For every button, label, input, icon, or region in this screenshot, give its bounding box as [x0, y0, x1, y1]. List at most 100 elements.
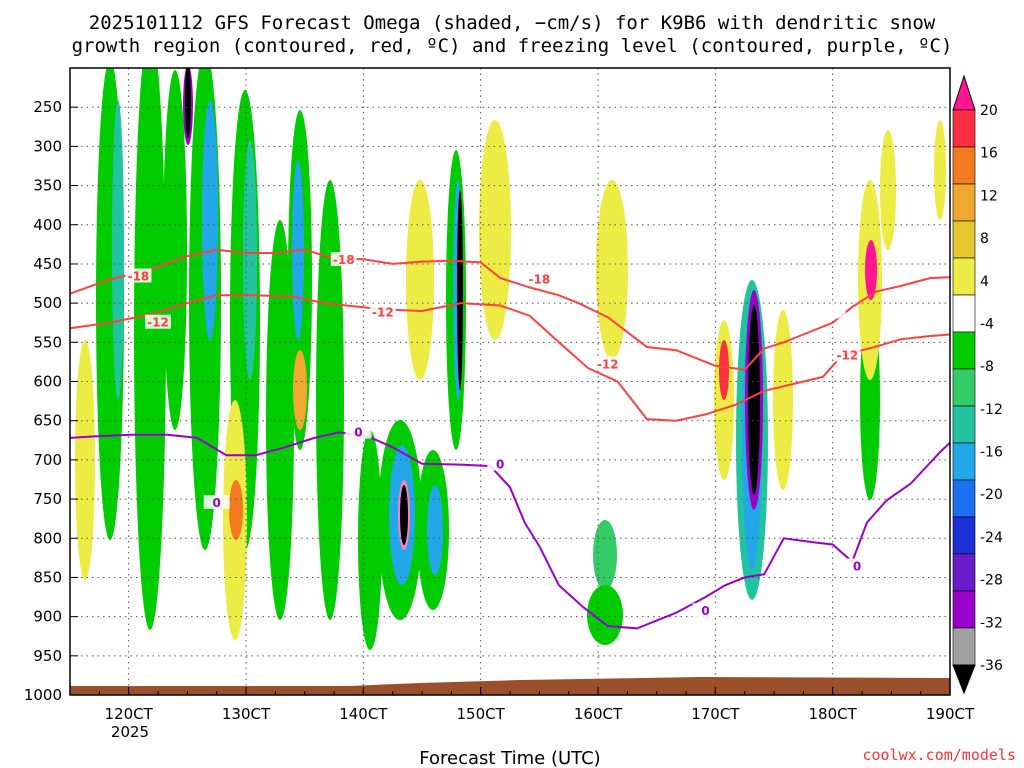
colorbar-segment: [952, 479, 976, 518]
colorbar-segment: [952, 294, 976, 333]
contour-label-bg: [692, 603, 719, 618]
omega-sinking-area: [773, 310, 793, 490]
omega-strong-core: [457, 190, 463, 390]
minus12-contour-label: -12: [372, 306, 394, 320]
credit-text: coolwx.com/models: [862, 746, 1016, 764]
x-axis-title: Forecast Time (UTC): [419, 748, 600, 768]
colorbar-segment: [952, 257, 976, 296]
colorbar-segment: [952, 183, 976, 222]
x-tick-label: 130CT: [222, 705, 271, 723]
plot-frame: [69, 67, 951, 696]
y-tick-label: 350: [33, 177, 62, 195]
contour-lines: [70, 248, 950, 630]
ground-surface: [70, 677, 950, 695]
omega-rising-area: [112, 100, 124, 400]
omega-sinking-area: [880, 130, 896, 250]
x-tick-label: 160CT: [574, 705, 623, 723]
x-tick-label: 170CT: [691, 705, 740, 723]
contour-label-bg: [487, 456, 514, 471]
colorbar-tick-label: -36: [980, 658, 1003, 674]
chart-title-line-1: 2025101112 GFS Forecast Omega (shaded, −…: [89, 12, 936, 34]
x-tick-label: 140CT: [339, 705, 388, 723]
contour-label-bg: [369, 304, 396, 319]
colorbar-segment: [952, 627, 976, 666]
minus12-contour-label: -12: [836, 349, 858, 363]
y-tick-label: 1000: [24, 686, 62, 704]
omega-rising-area: [427, 485, 443, 575]
omega-rising-area: [243, 140, 257, 380]
omega-strong-core: [185, 68, 191, 138]
colorbar-tick-label: 8: [980, 231, 989, 247]
colorbar-segment: [952, 516, 976, 555]
contour-label-bg: [203, 494, 230, 509]
colorbar-tick-label: -8: [980, 359, 994, 375]
omega-sinking-area: [75, 340, 95, 580]
omega-strong-core: [748, 305, 760, 495]
omega-shading: [75, 68, 946, 650]
colorbar-segment: [952, 146, 976, 185]
freezing-level-contour-label: 0: [212, 496, 220, 510]
y-tick-label: 650: [33, 412, 62, 430]
x-tick-label: 180CT: [809, 705, 858, 723]
y-tick-label: 950: [33, 647, 62, 665]
minus12-contour: [70, 294, 950, 422]
contour-label-bg: [526, 271, 553, 286]
omega-strong-core: [400, 485, 408, 545]
colorbar-legend: 20 16 12 8 4 -4 -8 -12 -16 -20 -24 -28 -32 -36: [952, 74, 1003, 695]
colorbar-segment: [952, 109, 976, 148]
colorbar-tick-label: 16: [980, 146, 998, 162]
x-tick-label: 150CT: [457, 705, 506, 723]
chart-title-line-2: growth region (contoured, red, ºC) and f…: [72, 35, 953, 57]
omega-sinking-area: [229, 480, 243, 540]
omega-sinking-area: [406, 180, 434, 380]
y-tick-label: 400: [33, 216, 62, 234]
freezing-level-contour-label: 0: [853, 559, 861, 573]
minus12-contour-label: -12: [597, 357, 619, 371]
omega-rising-area: [587, 585, 623, 645]
colorbar-segment: [952, 590, 976, 629]
y-tick-label: 300: [33, 137, 62, 155]
minus18-contour: [70, 248, 950, 371]
y-axis: 250 300 350 400 450 500 550 600 650 700 750 800 850 9…: [24, 98, 78, 704]
colorbar-bottom-arrow: [952, 664, 976, 695]
omega-sinking-area: [719, 340, 729, 400]
minus12-contour-label: -12: [147, 316, 169, 330]
x-tick-label: 190CT: [926, 705, 975, 723]
contour-label-bg: [345, 424, 372, 439]
omega-rising-area: [593, 520, 617, 590]
freezing-level-contour-label: 0: [701, 604, 709, 618]
y-tick-label: 800: [33, 529, 62, 547]
y-tick-label: 850: [33, 568, 62, 586]
colorbar-tick-label: -24: [980, 530, 1003, 546]
contour-label-bg: [834, 347, 861, 362]
omega-rising-area: [163, 70, 187, 430]
contour-label-bg: [819, 304, 846, 319]
minus18-contour-label: -18: [333, 253, 355, 267]
y-tick-label: 500: [33, 294, 62, 312]
colorbar-tick-label: -20: [980, 487, 1003, 503]
omega-sinking-area: [865, 240, 877, 300]
contour-label-bg: [594, 356, 621, 371]
omega-rising-area: [134, 68, 166, 630]
omega-rising-area: [202, 100, 218, 340]
freezing-level-contour-label: 0: [496, 458, 504, 472]
omega-sinking-area: [293, 350, 307, 430]
x-axis: 120CT 130CT 140CT 150CT 160CT 170CT 180CT 190CT: [69, 687, 975, 723]
x-tick-label: 120CT: [105, 705, 154, 723]
colorbar-segment: [952, 220, 976, 259]
colorbar-segment: [952, 405, 976, 444]
colorbar-tick-label: -28: [980, 573, 1003, 589]
contour-label-bg: [844, 558, 871, 573]
omega-sinking-area: [479, 120, 511, 340]
colorbar-tick-label: -12: [980, 402, 1003, 418]
contour-label-bg: [145, 314, 171, 329]
y-tick-label: 250: [33, 98, 62, 116]
colorbar-top-arrow: [952, 74, 976, 111]
y-tick-label: 550: [33, 333, 62, 351]
colorbar-tick-label: -4: [980, 316, 994, 332]
contour-labels: -18 -18 -18 -12 -12 -12 -12 0 0 0 0 0: [125, 252, 871, 618]
y-tick-label: 900: [33, 608, 62, 626]
freezing-level-contour-label: 0: [354, 425, 362, 439]
colorbar-tick-label: -32: [980, 615, 1003, 631]
